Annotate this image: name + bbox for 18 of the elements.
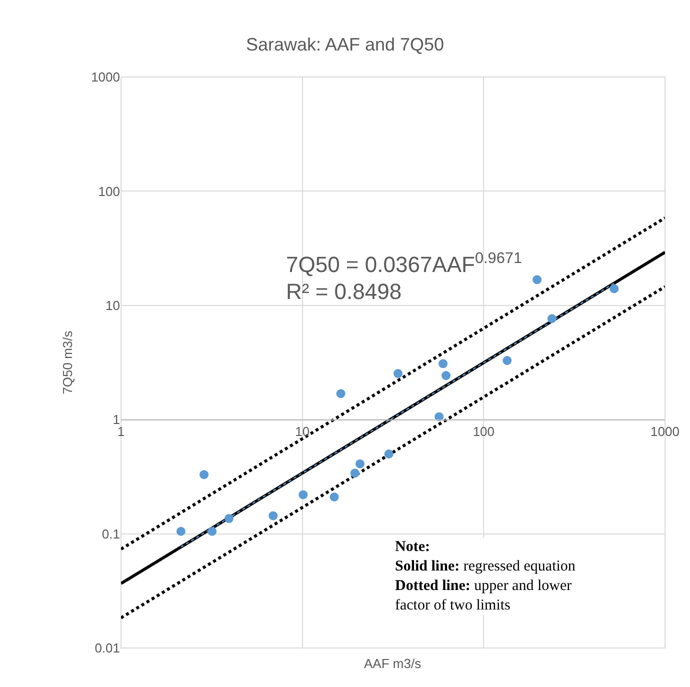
annotation: Dotted line: upper and lower bbox=[395, 578, 572, 594]
annotation: Solid line: regressed equation bbox=[395, 558, 576, 574]
annotation: factor of two limits bbox=[395, 598, 511, 614]
annotation: Note: bbox=[395, 539, 430, 555]
x-axis-title: AAF m3/s bbox=[364, 656, 422, 671]
x-tick-label: 1000 bbox=[650, 424, 680, 440]
y-tick-label: 0.1 bbox=[102, 526, 120, 542]
y-tick-label: 0.01 bbox=[94, 640, 120, 656]
annotation: R² = 0.8498 bbox=[286, 279, 402, 304]
y-tick-label: 1 bbox=[112, 412, 120, 428]
annotation: 7Q50 = 0.0367AAF$^{0.9671}$ bbox=[286, 250, 522, 278]
y-tick-label: 1000 bbox=[91, 70, 120, 85]
y-tick-label: 10 bbox=[106, 298, 120, 313]
chart-title: Sarawak: AAF and 7Q50 bbox=[246, 34, 444, 54]
x-tick-label: 100 bbox=[472, 424, 495, 440]
y-axis-title: 7Q50 m3/s bbox=[60, 330, 76, 394]
x-tick-label: 10 bbox=[295, 424, 310, 440]
y-tick-label: 100 bbox=[98, 184, 120, 199]
